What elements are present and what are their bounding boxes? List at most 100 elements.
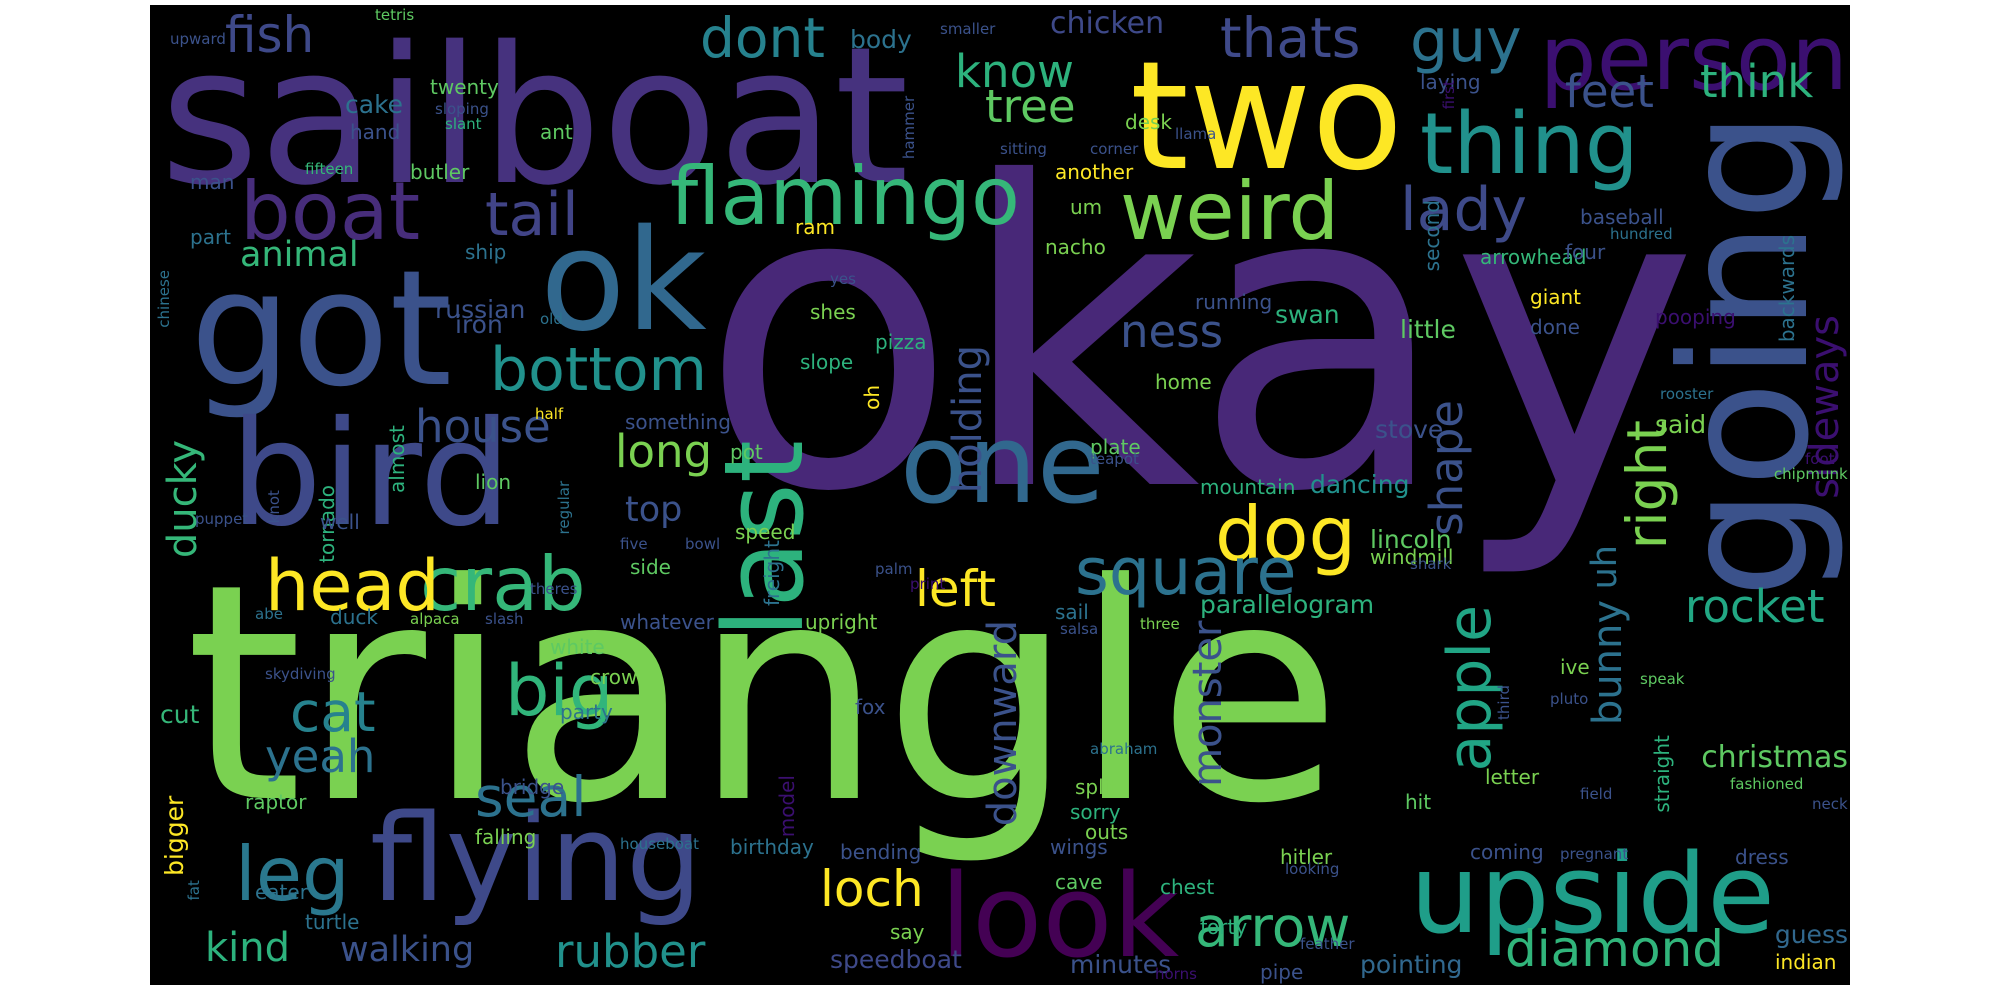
word-crow: crow bbox=[590, 665, 637, 689]
word-triangle: triangle bbox=[185, 520, 1342, 869]
word-house: house bbox=[415, 400, 551, 453]
word-bottom: bottom bbox=[490, 335, 707, 405]
word-lincoln: lincoln bbox=[1370, 525, 1452, 554]
word-boat: boat bbox=[240, 165, 420, 258]
word-butler: butler bbox=[410, 160, 470, 184]
word-animal: animal bbox=[240, 235, 359, 275]
word-man: man bbox=[190, 170, 234, 194]
word-coming: coming bbox=[1470, 840, 1544, 864]
word-dog: dog bbox=[1215, 490, 1356, 578]
cloud-background bbox=[150, 5, 1850, 985]
word-corner: corner bbox=[1090, 140, 1139, 158]
word-teapot: teapot bbox=[1090, 450, 1139, 468]
word-lady: lady bbox=[1400, 175, 1527, 245]
word-upright: upright bbox=[805, 610, 878, 634]
word-crab: crab bbox=[420, 540, 586, 628]
word-turtle: turtle bbox=[305, 910, 359, 934]
word-forty: forty bbox=[1200, 915, 1247, 939]
word-sideways: sideways bbox=[1802, 315, 1848, 499]
word-chicken: chicken bbox=[1050, 6, 1164, 41]
word-tetris: tetris bbox=[375, 6, 414, 24]
word-half: half bbox=[535, 405, 564, 423]
word-cut: cut bbox=[160, 700, 200, 729]
word-another: another bbox=[1055, 160, 1134, 184]
word-birthday: birthday bbox=[730, 835, 814, 859]
word-looking: looking bbox=[1285, 860, 1339, 878]
word-baseball: baseball bbox=[1580, 205, 1664, 229]
word-hundred: hundred bbox=[1610, 225, 1673, 243]
word-russian: russian bbox=[435, 295, 525, 324]
word-first: first bbox=[1440, 80, 1458, 109]
word-cat: cat bbox=[290, 680, 376, 744]
word-slash: slash bbox=[485, 610, 524, 628]
word-nacho: nacho bbox=[1045, 235, 1106, 259]
word-backwards: backwards bbox=[1775, 235, 1799, 342]
word-long: long bbox=[615, 425, 712, 478]
word-ram: ram bbox=[795, 215, 835, 239]
word-monster: monster bbox=[1185, 620, 1231, 787]
word-fish: fish bbox=[225, 6, 314, 64]
word-theres: theres bbox=[530, 580, 578, 598]
word-something: something bbox=[625, 410, 731, 434]
word-smaller: smaller bbox=[940, 20, 996, 38]
word-bowl: bowl bbox=[685, 535, 720, 553]
word-abe: abe bbox=[255, 605, 283, 623]
word-regular: regular bbox=[555, 480, 573, 534]
word-leg: leg bbox=[235, 830, 350, 918]
word-whatever: whatever bbox=[620, 610, 715, 634]
word-chipmunk: chipmunk bbox=[1774, 465, 1848, 483]
word-model: model bbox=[775, 775, 799, 837]
word-indian: indian bbox=[1775, 950, 1836, 974]
word-three: three bbox=[1140, 615, 1180, 633]
word-sorry: sorry bbox=[1070, 800, 1121, 824]
word-dress: dress bbox=[1735, 845, 1789, 869]
word-say: say bbox=[890, 920, 925, 944]
word-yes: yes bbox=[830, 270, 856, 288]
word-running: running bbox=[1195, 290, 1272, 314]
word-tornado: tornado bbox=[315, 485, 339, 563]
word-swan: swan bbox=[1275, 300, 1340, 329]
word-rooster: rooster bbox=[1660, 385, 1714, 403]
word-arrowhead: arrowhead bbox=[1480, 245, 1586, 269]
word-split: split bbox=[1075, 775, 1117, 799]
word-square: square bbox=[1075, 535, 1296, 610]
word-right: right bbox=[1615, 420, 1679, 549]
word-sailboat: sailboat bbox=[160, 6, 909, 227]
word-christmas: christmas bbox=[1701, 740, 1848, 775]
word-sloping: sloping bbox=[435, 100, 489, 118]
word-said: said bbox=[1655, 410, 1706, 439]
word-diamond: diamond bbox=[1505, 920, 1724, 978]
word-cave: cave bbox=[1055, 870, 1102, 894]
word-third: third bbox=[1495, 685, 1513, 720]
word-ok: ok bbox=[540, 200, 707, 363]
word-upward: upward bbox=[170, 30, 226, 48]
word-feather: feather bbox=[1300, 935, 1355, 953]
word-last: last bbox=[700, 440, 828, 638]
word-um: um bbox=[1070, 195, 1102, 219]
word-part: part bbox=[190, 225, 231, 249]
word-wings: wings bbox=[1050, 835, 1108, 859]
word-mountain: mountain bbox=[1200, 475, 1295, 499]
word-yeah: yeah bbox=[265, 730, 375, 783]
word-flying: flying bbox=[370, 790, 702, 929]
word-got: got bbox=[190, 235, 452, 422]
word-think: think bbox=[1700, 55, 1813, 108]
word-pipe: pipe bbox=[1260, 960, 1303, 984]
word-freight: freight bbox=[760, 540, 784, 606]
word-guess: guess bbox=[1775, 920, 1848, 949]
word-apple: apple bbox=[1435, 605, 1505, 772]
word-head: head bbox=[265, 545, 440, 627]
word-big: big bbox=[505, 650, 613, 732]
word-pot: pot bbox=[730, 440, 763, 464]
word-hit: hit bbox=[1405, 790, 1431, 814]
word-ive: ive bbox=[1560, 655, 1590, 679]
word-person: person bbox=[1540, 6, 1849, 111]
word-minutes: minutes bbox=[1070, 950, 1171, 979]
word-fox: fox bbox=[855, 695, 886, 719]
word-speed: speed bbox=[735, 520, 795, 544]
word-oh: oh bbox=[860, 385, 884, 410]
word-slant: slant bbox=[445, 115, 482, 133]
word-speak: speak bbox=[1640, 670, 1685, 688]
word-field: field bbox=[1580, 785, 1612, 803]
word-bridge: bridge bbox=[500, 775, 564, 799]
